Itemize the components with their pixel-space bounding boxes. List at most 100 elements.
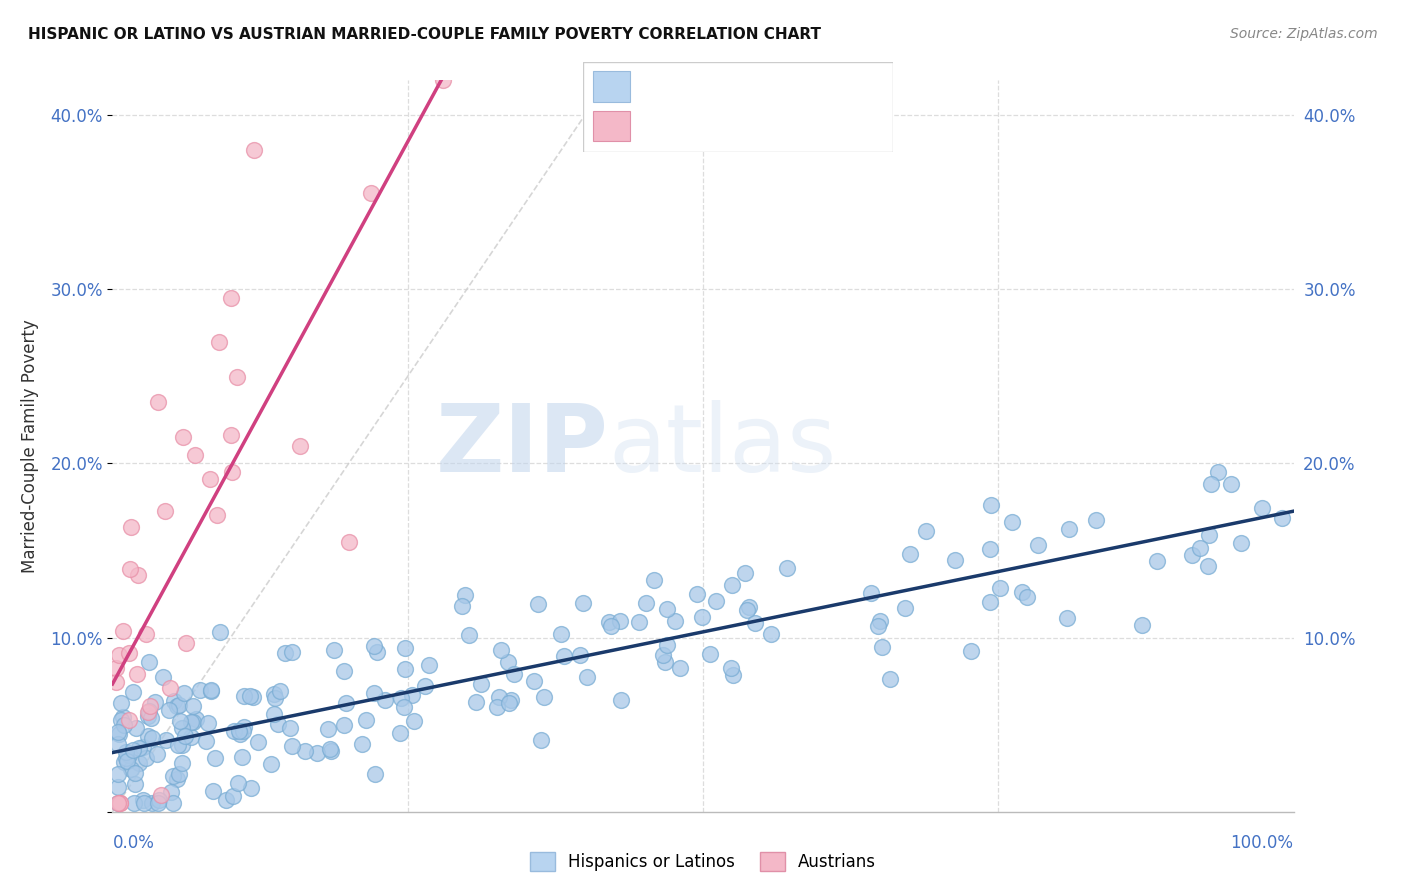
Point bbox=[136, 705, 159, 719]
Point bbox=[526, 597, 548, 611]
Point bbox=[184, 448, 207, 462]
Point bbox=[240, 781, 263, 796]
Point bbox=[166, 699, 188, 714]
Text: R =: R = bbox=[640, 119, 672, 133]
Text: 0.0%: 0.0% bbox=[112, 834, 155, 852]
Point bbox=[135, 751, 157, 765]
Point bbox=[316, 722, 339, 736]
Point bbox=[242, 690, 264, 705]
Text: Source: ZipAtlas.com: Source: ZipAtlas.com bbox=[1230, 27, 1378, 41]
Point bbox=[432, 73, 454, 87]
Point bbox=[609, 614, 631, 628]
Point bbox=[162, 796, 184, 810]
Point bbox=[269, 684, 291, 698]
Point bbox=[502, 667, 524, 681]
Point bbox=[155, 732, 177, 747]
Point bbox=[239, 690, 262, 704]
Point bbox=[138, 704, 160, 718]
Point bbox=[1271, 510, 1294, 524]
Point bbox=[174, 636, 197, 650]
Point bbox=[197, 715, 219, 730]
Point bbox=[655, 638, 678, 652]
Point bbox=[160, 784, 183, 798]
Point bbox=[498, 696, 520, 710]
Point bbox=[879, 672, 901, 686]
Point bbox=[112, 755, 135, 769]
Point bbox=[146, 747, 169, 762]
Point bbox=[166, 772, 188, 787]
Point bbox=[598, 615, 620, 630]
Point bbox=[1026, 538, 1049, 552]
Point bbox=[550, 626, 572, 640]
Point bbox=[107, 725, 129, 739]
Point bbox=[174, 730, 197, 744]
Point bbox=[105, 675, 128, 690]
Bar bbox=[593, 111, 630, 141]
Point bbox=[148, 792, 170, 806]
Point bbox=[132, 796, 155, 810]
Point bbox=[734, 566, 756, 581]
Point bbox=[233, 720, 256, 734]
Point bbox=[274, 646, 297, 660]
Point bbox=[264, 690, 287, 705]
Point bbox=[124, 796, 146, 810]
Y-axis label: Married-Couple Family Poverty: Married-Couple Family Poverty bbox=[21, 319, 39, 573]
Point bbox=[184, 712, 207, 726]
Point bbox=[204, 751, 226, 765]
Point bbox=[172, 738, 194, 752]
Point bbox=[610, 693, 633, 707]
Point bbox=[148, 796, 170, 810]
Point bbox=[533, 690, 555, 704]
Point bbox=[1206, 465, 1229, 479]
Point bbox=[169, 714, 191, 728]
Point bbox=[872, 640, 894, 655]
Point bbox=[135, 627, 157, 641]
Point bbox=[1189, 541, 1212, 555]
Point bbox=[120, 562, 142, 576]
Point bbox=[450, 599, 472, 614]
Point bbox=[305, 746, 328, 760]
Point bbox=[108, 796, 131, 810]
Text: N =: N = bbox=[769, 79, 803, 94]
Point bbox=[655, 602, 678, 616]
Text: 100.0%: 100.0% bbox=[1230, 834, 1294, 852]
Point bbox=[690, 609, 713, 624]
Point bbox=[169, 766, 191, 780]
Point bbox=[243, 143, 266, 157]
Point bbox=[222, 723, 245, 738]
Point bbox=[231, 723, 253, 738]
Point bbox=[1220, 477, 1243, 491]
Point bbox=[195, 734, 218, 748]
Point bbox=[457, 628, 479, 642]
Point bbox=[143, 695, 166, 709]
Point bbox=[148, 394, 170, 409]
Point bbox=[1085, 513, 1108, 527]
Point bbox=[553, 649, 575, 664]
Point bbox=[112, 718, 135, 732]
Point bbox=[226, 370, 249, 384]
Point bbox=[205, 508, 228, 523]
Point bbox=[128, 740, 150, 755]
Point bbox=[363, 686, 385, 700]
Point bbox=[263, 707, 285, 722]
Point bbox=[157, 703, 180, 717]
Point bbox=[1146, 554, 1168, 568]
Point bbox=[893, 600, 915, 615]
Point bbox=[454, 588, 477, 602]
Point bbox=[107, 780, 129, 794]
Point bbox=[775, 561, 797, 575]
Point bbox=[228, 723, 250, 738]
Point bbox=[337, 534, 360, 549]
Point bbox=[530, 732, 553, 747]
Point bbox=[153, 504, 176, 518]
Point bbox=[167, 739, 190, 753]
Point bbox=[281, 739, 304, 754]
Point bbox=[1181, 548, 1204, 562]
Point bbox=[280, 645, 302, 659]
Point bbox=[1199, 477, 1222, 491]
Point bbox=[374, 692, 396, 706]
Point bbox=[209, 625, 232, 640]
Point bbox=[141, 731, 163, 745]
Point bbox=[228, 775, 250, 789]
Point bbox=[501, 693, 523, 707]
